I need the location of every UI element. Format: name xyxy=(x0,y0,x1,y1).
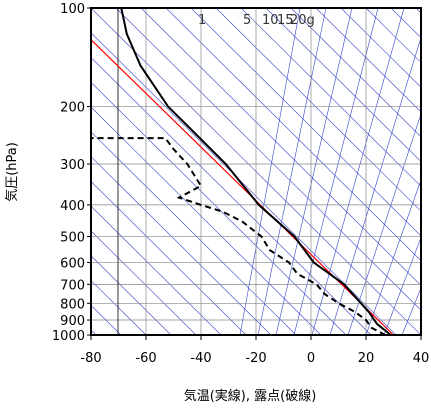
adiabat-line xyxy=(415,8,421,14)
adiabat-line xyxy=(91,205,222,335)
y-axis-label: 気圧(hPa) xyxy=(4,142,20,202)
adiabat-line xyxy=(340,8,421,88)
mixing-ratio-line xyxy=(275,8,353,335)
adiabat-line xyxy=(215,8,421,212)
adiabat-line xyxy=(91,81,347,335)
adiabat-line xyxy=(91,156,272,335)
mixing-ratio-line xyxy=(293,8,379,335)
mixing-ratio-line xyxy=(311,8,405,335)
adiabat-line xyxy=(290,8,421,138)
y-tick-label: 300 xyxy=(60,158,85,173)
adiabat-line xyxy=(91,255,172,335)
profile-line xyxy=(91,137,386,336)
mixing-ratio-label: 20g xyxy=(290,13,315,28)
profile-line xyxy=(90,39,394,336)
adiabat-line xyxy=(315,8,421,113)
x-tick-label: 20 xyxy=(358,351,375,366)
x-tick-label: -80 xyxy=(80,351,101,366)
y-tick-label: 400 xyxy=(60,199,85,214)
adiabat-line xyxy=(91,230,197,335)
y-tick-label: 800 xyxy=(60,297,85,312)
adiabat-line xyxy=(91,57,372,335)
mixing-ratio-line xyxy=(329,36,421,335)
mixing-ratio-line xyxy=(257,8,327,335)
adiabat-line xyxy=(165,8,421,262)
x-tick-label: 40 xyxy=(413,351,430,366)
y-tick-label: 600 xyxy=(60,256,85,271)
x-tick-label: -60 xyxy=(135,351,156,366)
y-tick-label: 200 xyxy=(60,100,85,115)
adiabat-line xyxy=(190,8,421,237)
adiabat-line xyxy=(91,131,297,335)
adiabat-line xyxy=(390,8,421,39)
adiabat-line xyxy=(265,8,421,163)
mixing-ratio-line xyxy=(347,113,421,335)
mixing-ratio-label: 15 xyxy=(277,13,294,28)
x-tick-label: -40 xyxy=(190,351,211,366)
y-tick-label: 500 xyxy=(60,231,85,246)
mixing-ratio-line xyxy=(365,179,421,335)
mixing-ratio-label: 10 xyxy=(262,13,279,28)
y-tick-label: 700 xyxy=(60,278,85,293)
mixing-ratio-label: 5 xyxy=(243,13,251,28)
adiabat-line xyxy=(91,180,247,335)
mixing-ratio-line xyxy=(383,236,421,335)
x-tick-label: 0 xyxy=(307,351,315,366)
y-tick-label: 900 xyxy=(60,314,85,329)
x-axis-label: 気温(実線), 露点(破線) xyxy=(184,388,317,404)
mixing-ratio-label: 1 xyxy=(198,13,206,28)
adiabat-line xyxy=(115,8,421,311)
plot-frame xyxy=(90,7,422,336)
adiabat-line xyxy=(91,106,322,335)
profile-line xyxy=(120,7,392,336)
mixing-ratio-line xyxy=(239,8,301,335)
y-tick-label: 1000 xyxy=(52,329,85,344)
adiabat-line xyxy=(240,8,421,187)
adiabat-line xyxy=(140,8,421,286)
y-tick-label: 100 xyxy=(60,2,85,17)
x-tick-label: -20 xyxy=(245,351,266,366)
